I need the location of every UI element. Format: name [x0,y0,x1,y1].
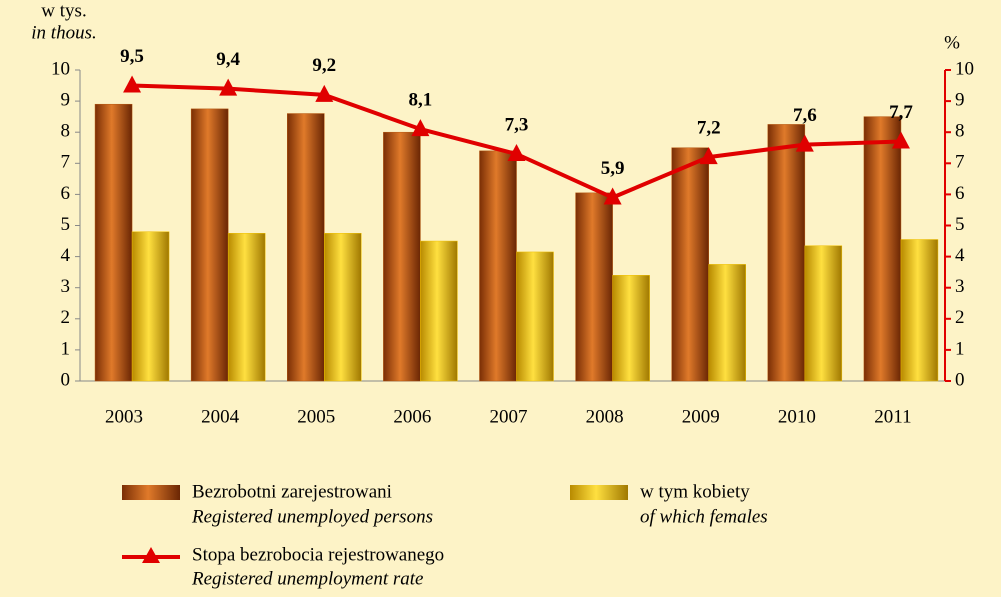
data-label: 9,2 [312,55,336,76]
bar [131,231,170,382]
bar [612,275,650,382]
x-tick-label: 2004 [201,406,240,427]
bar [804,245,843,382]
x-tick-label: 2007 [490,406,528,427]
data-label: 7,7 [889,102,913,123]
y2-axis-label: % [944,32,960,53]
data-label: 9,4 [216,49,240,70]
y-tick-label: 0 [61,369,71,390]
data-label: 8,1 [409,89,433,110]
legend-label: Bezrobotni zarejestrowani [192,481,392,502]
y-tick-label: 5 [61,214,71,235]
bar [671,147,709,382]
x-tick-label: 2008 [586,406,624,427]
line-marker [891,131,910,149]
y-tick-label: 3 [61,276,71,297]
legend: Bezrobotni zarejestrowani Registered une… [122,481,768,589]
y-tick-label: 2 [61,307,71,328]
y-axis-label: w tys. [41,0,86,21]
y-tick-label: 1 [61,338,71,359]
y2-tick-label: 9 [955,89,965,110]
line-marker [411,119,430,137]
y-tick-label: 4 [61,245,71,266]
legend-swatch [570,485,628,500]
data-label: 7,2 [697,117,721,138]
bar [575,192,613,382]
bar [767,124,806,382]
x-tick-label: 2003 [105,406,143,427]
y2-tick-label: 4 [955,245,965,266]
line-marker [603,187,622,205]
data-label: 7,3 [505,114,529,135]
line-marker [507,143,526,161]
bar [383,131,421,382]
bar [900,239,939,382]
x-tick-label: 2006 [393,406,431,427]
y2-tick-label: 8 [955,121,965,142]
y2-tick-label: 10 [955,58,974,79]
bar [227,233,266,382]
x-tick-label: 2009 [682,406,720,427]
y2-tick-label: 5 [955,214,965,235]
legend-marker [142,547,160,563]
y2-tick-label: 1 [955,338,965,359]
y2-tick-label: 2 [955,307,965,328]
legend-label-en: Registered unemployed persons [191,506,433,527]
bar [287,113,325,382]
legend-label: w tym kobiety [640,481,750,502]
line-marker [219,78,238,96]
data-label: 9,5 [120,46,144,67]
bar [190,108,229,382]
legend-swatch [122,485,180,500]
bar [420,240,458,382]
x-tick-label: 2005 [297,406,335,427]
y2-tick-label: 3 [955,276,965,297]
line-marker [123,75,142,93]
x-tick-label: 2010 [778,406,816,427]
data-label: 5,9 [601,158,625,179]
data-label: 7,6 [793,105,817,126]
y-tick-label: 6 [61,183,71,204]
y2-tick-label: 0 [955,369,965,390]
y-tick-label: 10 [51,58,70,79]
line-marker [795,134,814,152]
y-tick-label: 8 [61,121,71,142]
x-tick-label: 2011 [874,406,911,427]
line-marker [315,84,334,102]
legend-label-en: of which females [640,506,768,527]
bar [324,233,362,382]
y2-tick-label: 6 [955,183,965,204]
y-axis-label-en: in thous. [31,22,96,43]
bar [863,116,902,382]
bar [708,264,746,382]
line-marker [699,147,718,165]
legend-label: Stopa bezrobocia rejestrowanego [192,544,444,565]
bar [516,251,554,382]
legend-label-en: Registered unemployment rate [191,568,423,589]
bar [479,150,517,382]
y-tick-label: 7 [61,152,71,173]
bar [94,103,133,382]
y-tick-label: 9 [61,89,71,110]
y2-tick-label: 7 [955,152,965,173]
